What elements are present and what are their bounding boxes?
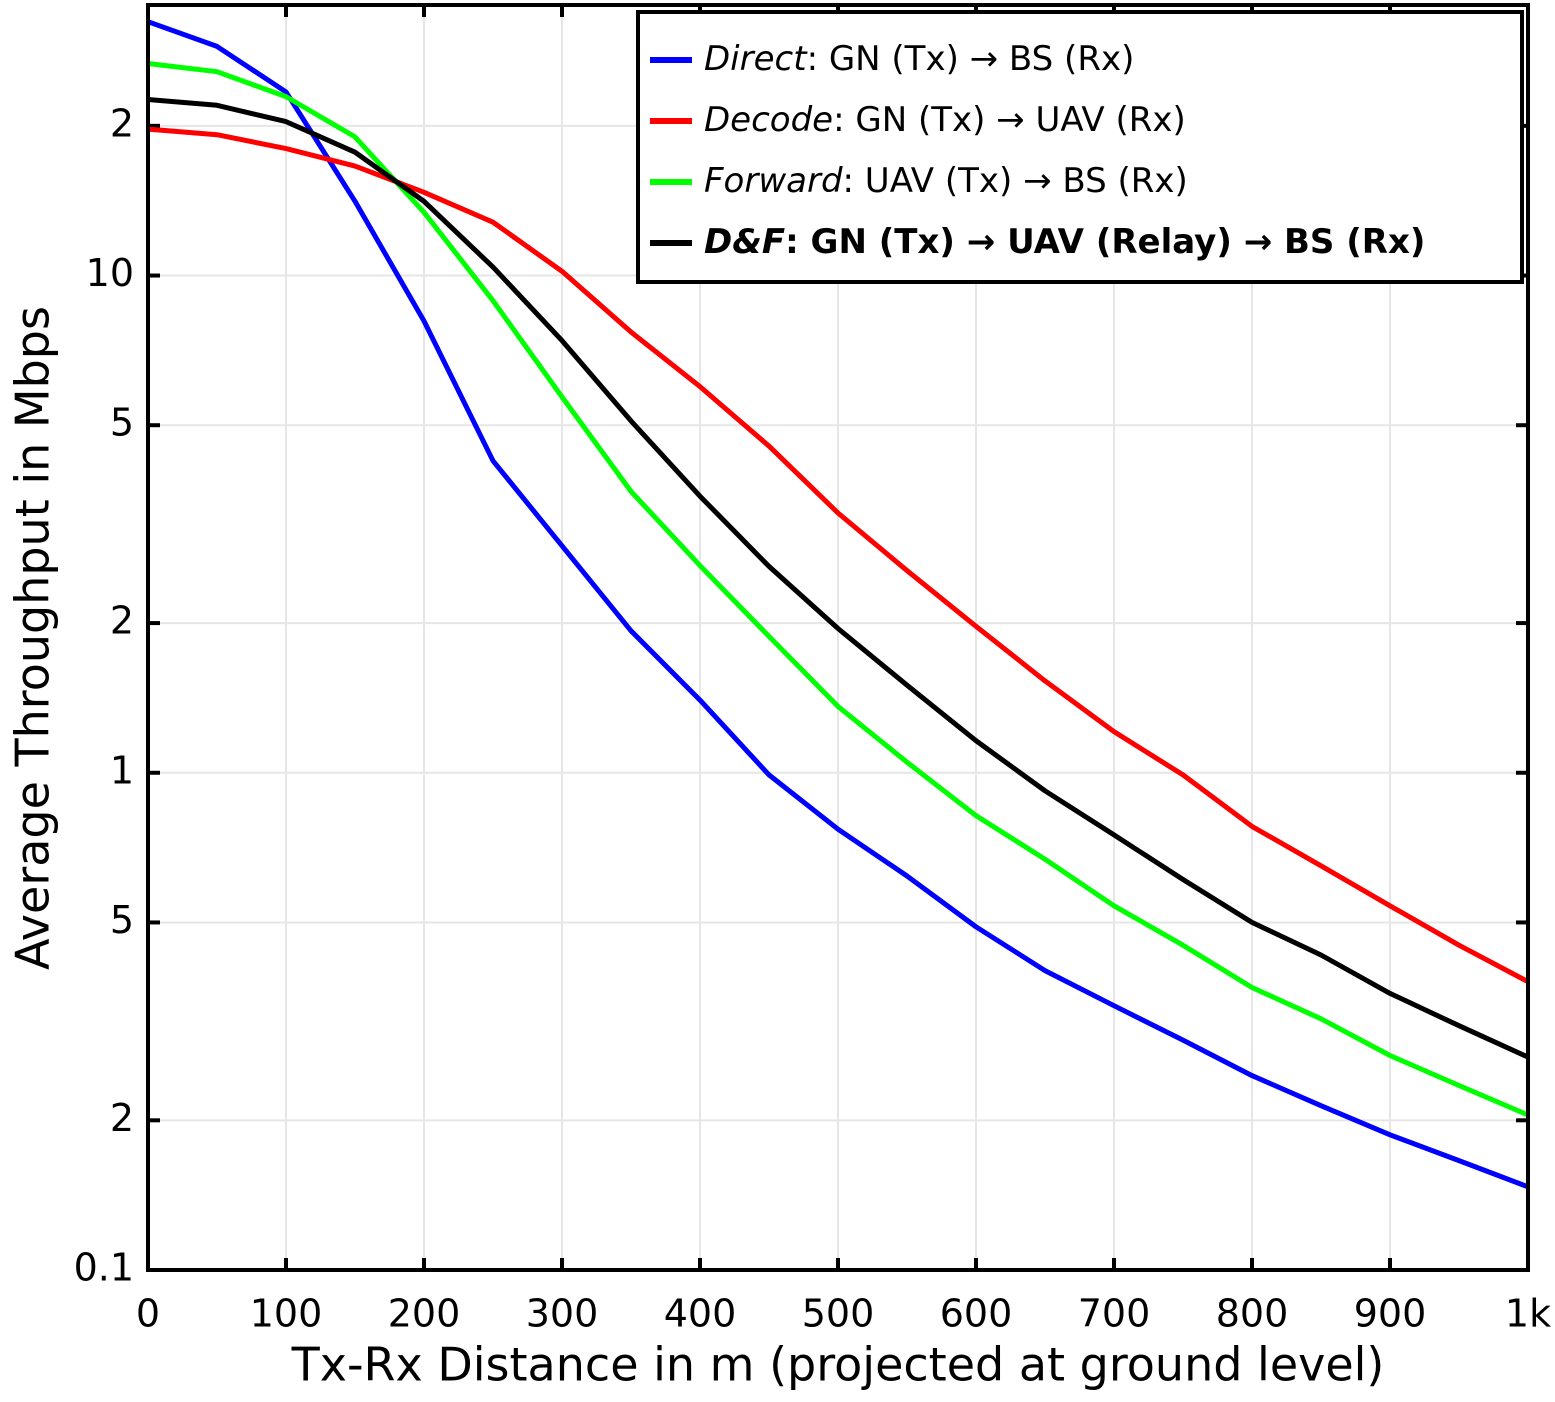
legend-entry: Forward: UAV (Tx) → BS (Rx) [704, 161, 1188, 201]
data-line [147, 19, 1529, 1190]
y-tick-label: 1 [110, 748, 134, 792]
x-tick-label: 300 [526, 1292, 599, 1336]
x-tick-label: 0 [136, 1292, 160, 1336]
x-tick-label: 700 [1078, 1292, 1151, 1336]
legend-box [636, 10, 1524, 284]
legend-entry: D&F: GN (Tx) → UAV (Relay) → BS (Rx) [704, 222, 1425, 262]
x-tick-label: 200 [388, 1292, 461, 1336]
x-tick-label: 900 [1354, 1292, 1427, 1336]
x-tick-label: 800 [1216, 1292, 1289, 1336]
data-line [147, 126, 1530, 984]
legend-entry: Direct: GN (Tx) → BS (Rx) [704, 39, 1134, 79]
x-tick-label: 500 [802, 1292, 875, 1336]
x-axis-label: Tx-Rx Distance in m (projected at ground… [291, 1338, 1385, 1392]
data-line [147, 97, 1530, 1060]
x-tick-label: 600 [940, 1292, 1013, 1336]
x-tick-label: 1k [1505, 1292, 1551, 1336]
y-tick-label: 2 [110, 1096, 134, 1140]
x-tick-label: 100 [250, 1292, 323, 1336]
legend-entry: Decode: GN (Tx) → UAV (Rx) [704, 100, 1186, 140]
y-tick-label: 5 [110, 898, 134, 942]
plot-frame [146, 3, 1530, 1272]
y-axis-label: Average Throughput in Mbps [6, 306, 60, 970]
y-tick-label: 10 [86, 251, 134, 295]
data-line [147, 61, 1529, 1118]
y-tick-label: 2 [110, 101, 134, 145]
x-tick-label: 400 [664, 1292, 737, 1336]
y-tick-label: 0.1 [74, 1246, 134, 1290]
y-tick-label: 2 [110, 599, 134, 643]
y-tick-label: 5 [110, 401, 134, 445]
